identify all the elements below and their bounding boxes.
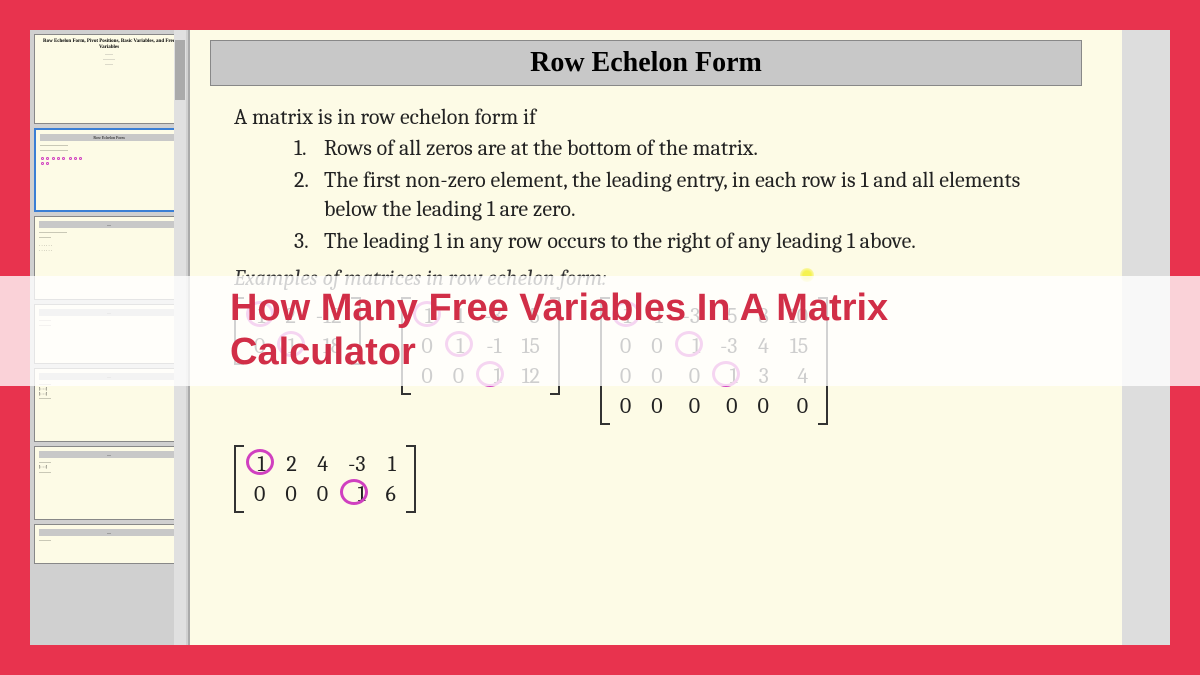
list-text: The first non-zero element, the leading … [324,166,1058,225]
thumbnail-slide-2[interactable]: Row Echelon Form —————————————— [34,128,184,212]
list-number: 2. [294,166,324,225]
thumbnail-title: Row Echelon Form, Pivot Positions, Basic… [39,39,179,50]
thumbnail-slide-6[interactable]: — ———[: : :]——— [34,446,184,520]
intro-text: A matrix is in row echelon form if [234,104,1058,130]
pivot-circle-icon [340,479,368,505]
matrix-row-2: 124-3100016 [234,445,1058,513]
thumbnail-body: ——————————· · · · · ·· · · · · · [39,230,179,254]
thumbnail-body: ——————— [39,52,179,66]
matrix-cell: 6 [376,479,406,509]
matrix-cell: 0 [673,391,710,421]
thumbnail-body: ——— [39,538,179,543]
matrix-4: 124-3100016 [234,445,416,513]
thumbnail-body: —————————————— [40,143,178,153]
thumbnail-matrix-preview [40,157,178,167]
list-text: Rows of all zeros are at the bottom of t… [324,134,758,164]
scrollbar-thumb[interactable] [175,40,185,100]
matrix-cell: 1 [376,449,406,479]
matrix-cell: 0 [710,391,747,421]
matrix-cell: 1 [244,449,275,479]
overlay-title: How Many Free Variables In A Matrix Calc… [230,287,888,374]
overlay-line-2: Calculator [230,331,416,373]
thumbnail-slide-7[interactable]: — ——— [34,524,184,564]
list-text: The leading 1 in any row occurs to the r… [324,227,916,257]
matrix-cell: 2 [275,449,306,479]
matrix-cell: 0 [244,479,275,509]
matrix-cell: -3 [338,449,375,479]
list-number: 1. [294,134,324,164]
matrix-cell: 0 [779,391,818,421]
thumbnail-header: Row Echelon Form [40,134,178,141]
matrix-cell: 0 [307,479,338,509]
list-item: 2.The first non-zero element, the leadin… [294,166,1058,225]
list-item: 3.The leading 1 in any row occurs to the… [294,227,1058,257]
matrix-cell: 0 [610,391,641,421]
title-overlay-band: How Many Free Variables In A Matrix Calc… [0,276,1200,386]
matrix-cell: 0 [641,391,672,421]
list-number: 3. [294,227,324,257]
pivot-circle-icon [246,449,274,475]
overlay-line-1: How Many Free Variables In A Matrix [230,287,888,329]
matrix-cell: 0 [275,479,306,509]
rules-list: 1.Rows of all zeros are at the bottom of… [294,134,1058,257]
thumbnail-header: — [39,221,179,228]
thumbnail-slide-1[interactable]: Row Echelon Form, Pivot Positions, Basic… [34,34,184,124]
thumbnail-body: ———[: : :]——— [39,460,179,474]
matrix-cell: 0 [747,391,778,421]
list-item: 1.Rows of all zeros are at the bottom of… [294,134,1058,164]
matrix-cell: 1 [338,479,375,509]
matrix-cell: 4 [307,449,338,479]
thumbnail-header: — [39,529,179,536]
thumbnail-header: — [39,451,179,458]
slide-title: Row Echelon Form [210,40,1082,86]
